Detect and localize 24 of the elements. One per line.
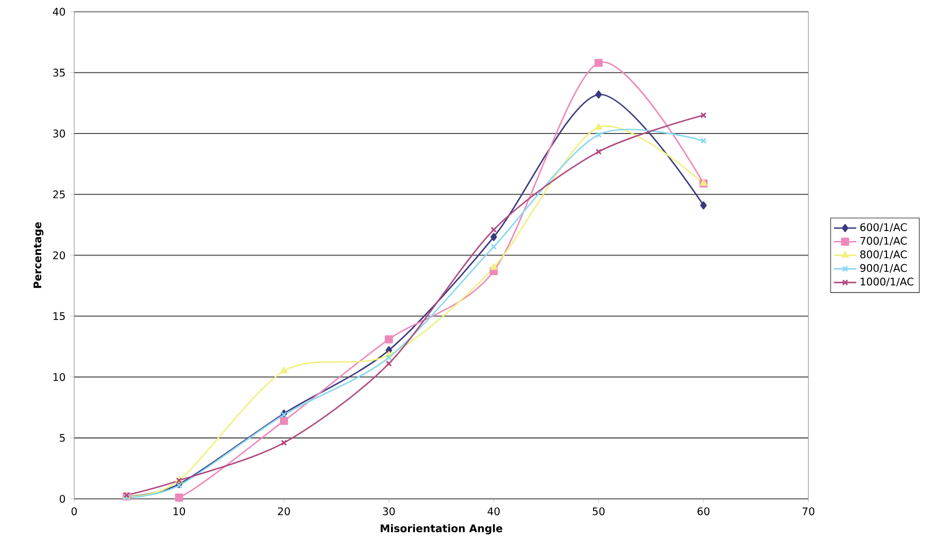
x-tick-label: 10 bbox=[174, 508, 186, 516]
legend-label: 700/1/AC bbox=[860, 237, 907, 246]
y-tick-label: 40 bbox=[52, 8, 65, 16]
y-tick-label: 30 bbox=[53, 130, 65, 138]
x-tick-label: 30 bbox=[383, 508, 395, 516]
y-tick-label: 15 bbox=[54, 312, 65, 320]
legend-label: 800/1/AC bbox=[860, 250, 907, 260]
x-axis-title: Misorientation Angle bbox=[380, 524, 502, 535]
x-tick-label: 50 bbox=[592, 508, 605, 516]
x-tick-label: 40 bbox=[488, 508, 500, 516]
legend-label: 900/1/AC bbox=[860, 264, 907, 273]
x-tick-label: 60 bbox=[698, 508, 710, 516]
legend-label: 1000/1/AC bbox=[860, 278, 914, 287]
legend-label: 600/1/AC bbox=[860, 223, 907, 232]
y-tick-label: 5 bbox=[60, 434, 65, 442]
x-tick-label: 70 bbox=[802, 508, 814, 516]
y-tick-label: 0 bbox=[60, 495, 65, 503]
y-tick-label: 20 bbox=[53, 252, 65, 260]
y-axis-title: Percentage bbox=[34, 222, 44, 288]
y-tick-label: 35 bbox=[53, 68, 65, 77]
y-tick-label: 10 bbox=[54, 373, 65, 382]
x-tick-label: 0 bbox=[72, 508, 77, 516]
x-tick-label: 20 bbox=[278, 508, 290, 516]
y-tick-label: 25 bbox=[53, 190, 65, 199]
